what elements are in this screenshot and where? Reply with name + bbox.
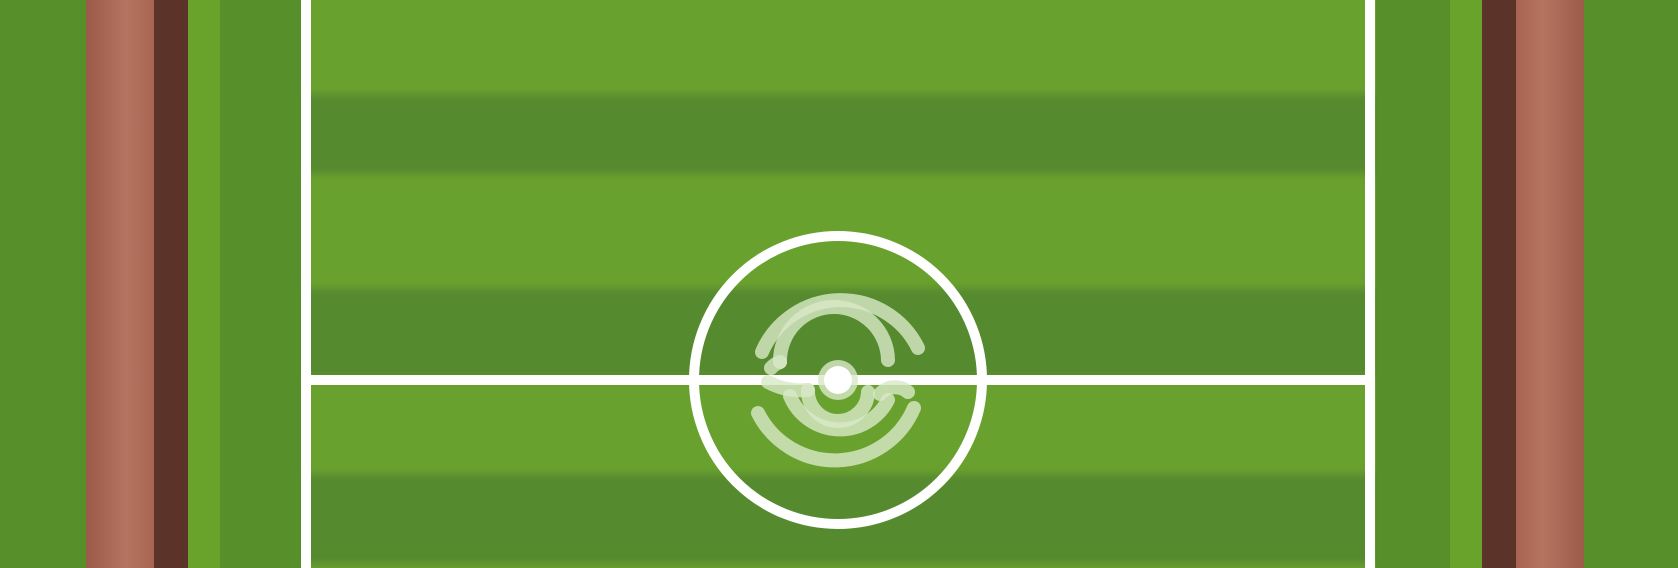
running-track-right <box>1516 0 1584 568</box>
sideline-grass-right <box>1376 0 1450 568</box>
stripe <box>302 94 1376 174</box>
spiral-logo-icon <box>751 293 925 468</box>
mowing-stripes <box>302 94 1376 564</box>
accent-strip-left <box>188 0 220 568</box>
track-border-left <box>154 0 188 568</box>
center-circle <box>689 231 987 529</box>
center-spot-icon <box>824 366 852 394</box>
sideline-grass-left <box>220 0 302 568</box>
outer-grass-right <box>1584 0 1678 568</box>
outer-grass-left <box>0 0 86 568</box>
running-track-left <box>86 0 154 568</box>
track-border-right <box>1482 0 1516 568</box>
accent-strip-right <box>1450 0 1482 568</box>
